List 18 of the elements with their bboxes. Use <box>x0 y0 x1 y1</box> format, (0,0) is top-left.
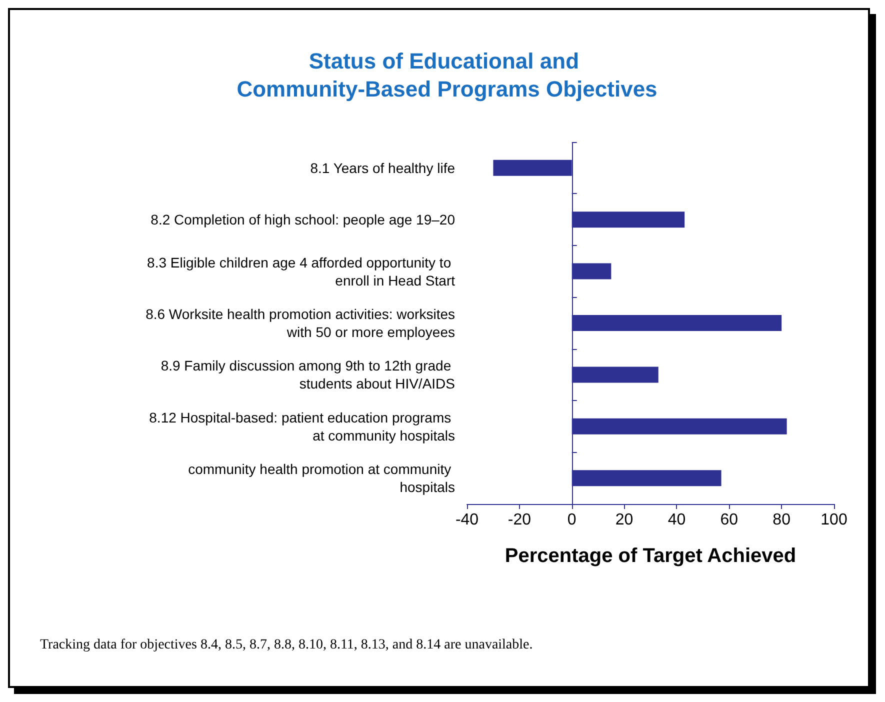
x-tick-label: 0 <box>567 512 576 528</box>
y-tick-label: 8.1 Years of healthy life <box>310 160 456 176</box>
x-tick-label: 20 <box>615 512 634 528</box>
y-tick-label: 8.3 Eligible children age 4 afforded opportunity to enroll in Head Start <box>147 254 456 288</box>
x-axis-title: Percentage of Target Achieved <box>504 545 796 567</box>
x-tick-label: 60 <box>720 512 738 528</box>
y-tick-label: 8.9 Family discussion among 9th to 12th grade students about HIV/AIDS <box>160 358 455 392</box>
x-tick-label: -40 <box>455 512 479 528</box>
chart-title: Status of Educational and Community-Based Programs Objectives <box>236 48 658 102</box>
y-tick-label: 8.6 Worksite health promotion activities: worksites with 50 or more employees <box>146 306 455 340</box>
x-tick-label: 80 <box>772 512 791 528</box>
y-tick-label: 8.12 Hospital-based: patient education programs at community hospitals <box>149 409 455 444</box>
y-tick-label: community health promotion at community hospitals <box>188 461 455 496</box>
y-tick-label: 8.2 Completion of high school: people age 19–20 <box>150 212 456 228</box>
text: Tracking data for objectives 8.4, 8.5, 8.7, 8.8, 8.10, 8.11, 8.13, and 8.14 are unavailable. <box>40 638 533 652</box>
x-tick-label: -20 <box>508 512 532 528</box>
x-tick-label: 100 <box>820 512 848 528</box>
x-tick-label: 40 <box>668 512 686 528</box>
